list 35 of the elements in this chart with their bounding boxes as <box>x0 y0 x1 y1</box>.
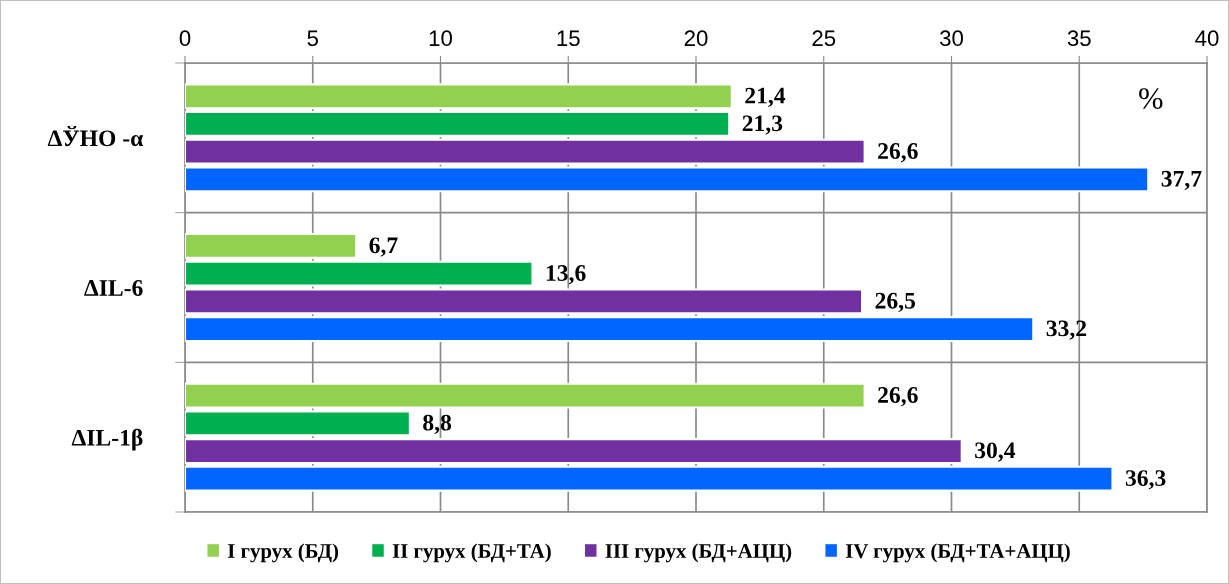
data-label: 8,8 <box>423 414 452 435</box>
x-tick-label: 10 <box>429 30 452 47</box>
x-tick-label: 15 <box>557 30 580 47</box>
data-label: 13,6 <box>546 265 586 285</box>
legend-label: IV гурух (БД+ТА+АЦЦ) <box>845 543 1070 563</box>
data-label: 26,6 <box>878 143 918 163</box>
bar <box>185 111 731 137</box>
bar <box>185 438 963 464</box>
bar <box>185 465 1114 492</box>
x-tick-label: 20 <box>684 30 708 47</box>
data-label: 26,6 <box>878 387 918 407</box>
x-tick-label: 5 <box>307 30 318 47</box>
bar <box>185 316 1035 342</box>
x-tick-label: 35 <box>1067 30 1091 47</box>
data-label: 6,7 <box>369 237 398 257</box>
data-label: 30,4 <box>975 442 1016 462</box>
bar <box>185 233 358 259</box>
data-label: 33,2 <box>1046 320 1087 340</box>
annotation: % <box>1139 88 1163 109</box>
bar <box>185 83 733 110</box>
data-label: 26,5 <box>875 292 916 313</box>
y-tick-label: ΔIL-1β <box>71 428 143 451</box>
x-tick-label: 40 <box>1195 30 1219 47</box>
legend-label: I гурух (БД) <box>227 543 339 563</box>
x-tick-label: 30 <box>939 30 963 47</box>
data-label: 21,4 <box>745 87 786 108</box>
legend-label: III гурух (БД+АЦЦ) <box>605 543 792 563</box>
data-label: 37,7 <box>1161 170 1202 191</box>
y-tick-label: ΔIL-6 <box>84 280 143 296</box>
y-tick-label: ΔЎНО -α <box>47 125 144 147</box>
x-tick-label: 25 <box>812 30 836 47</box>
data-label: 36,3 <box>1125 470 1166 490</box>
legend-label: II гурух (БД+ТА) <box>392 543 551 563</box>
x-tick-label: 0 <box>179 30 191 47</box>
data-label: 21,3 <box>742 115 783 135</box>
